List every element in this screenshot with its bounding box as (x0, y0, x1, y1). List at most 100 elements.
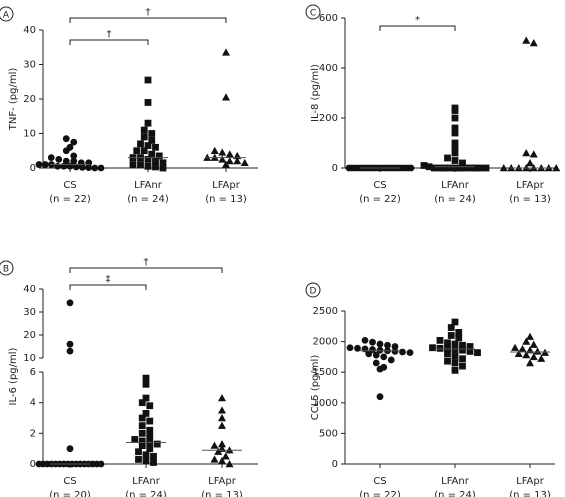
x-tick-label: LFApr (516, 476, 545, 487)
data-point (376, 346, 384, 354)
x-tick-label: CS (373, 180, 386, 191)
data-point (456, 164, 464, 172)
data-point (451, 352, 459, 360)
data-point (218, 421, 226, 429)
data-point (451, 139, 459, 147)
significance-label: † (144, 257, 149, 268)
x-tick-label: LFAnr (132, 476, 161, 487)
data-point (218, 456, 226, 465)
data-point (85, 164, 92, 172)
data-point (425, 163, 433, 171)
data-point (135, 448, 142, 456)
data-point (79, 163, 86, 171)
data-point (446, 164, 454, 172)
data-point (451, 164, 459, 172)
data-point (146, 433, 154, 440)
data-point (214, 447, 223, 455)
x-tick-label: CS (373, 476, 386, 487)
data-point (514, 349, 523, 358)
data-point (526, 359, 534, 367)
y-tick-label: 0 (332, 163, 338, 174)
x-tick-note: (n = 20) (49, 490, 91, 497)
significance-bracket (69, 267, 223, 273)
x-tick-label: LFApr (516, 180, 545, 191)
y-tick-label: 40 (23, 25, 36, 36)
data-point (444, 154, 451, 162)
data-point (451, 346, 459, 353)
data-point (387, 356, 395, 364)
data-point (62, 147, 70, 155)
data-point (376, 340, 384, 348)
data-point (529, 150, 538, 158)
panel-letter: A (3, 11, 10, 21)
y-tick-label: 20 (23, 330, 36, 341)
data-point (142, 380, 150, 388)
data-point (133, 147, 141, 155)
data-point (140, 147, 148, 155)
data-point (144, 119, 152, 127)
x-tick-label: LFApr (208, 476, 237, 487)
data-point (526, 159, 534, 167)
data-point (148, 137, 156, 144)
data-point (159, 159, 167, 167)
data-point (218, 155, 227, 163)
data-point (474, 349, 481, 357)
data-point (138, 414, 146, 422)
y-tick-label: 30 (23, 307, 36, 318)
y-axis-title: IL-6 (pg/ml) (8, 347, 19, 405)
panel-letter-circle (0, 6, 14, 22)
data-point (459, 362, 466, 370)
data-point (60, 162, 68, 170)
panel-letter: B (3, 265, 9, 275)
y-tick-label: 6 (30, 367, 36, 378)
data-point (376, 365, 384, 373)
data-point (451, 359, 459, 367)
data-point (159, 164, 167, 172)
data-point (472, 164, 480, 172)
data-point (47, 154, 55, 162)
data-point (144, 155, 152, 163)
data-point (365, 350, 373, 358)
panel-letter: D (310, 287, 317, 297)
data-point (233, 157, 242, 165)
data-point (455, 334, 463, 342)
data-point (146, 417, 154, 425)
data-point (66, 299, 74, 307)
data-point (225, 460, 234, 468)
data-point (552, 164, 561, 172)
data-point (148, 150, 156, 158)
data-point (144, 162, 152, 170)
data-point (222, 93, 230, 101)
data-point (376, 393, 384, 401)
data-point (451, 340, 459, 348)
significance-bracket (69, 284, 147, 290)
y-tick-label: 1000 (313, 398, 338, 409)
data-point (150, 459, 157, 466)
significance-bracket (379, 25, 456, 31)
data-point (150, 452, 157, 460)
data-point (346, 344, 354, 352)
data-point (144, 99, 152, 106)
data-point (420, 162, 428, 169)
data-point (146, 426, 154, 434)
data-point (361, 336, 369, 344)
data-point (451, 114, 459, 122)
data-point (240, 158, 249, 167)
y-tick-label: 30 (23, 60, 36, 71)
data-point (466, 343, 474, 350)
data-point (218, 406, 226, 414)
data-point (429, 344, 436, 352)
data-point (138, 422, 146, 430)
data-point (97, 164, 105, 172)
data-point (210, 455, 219, 463)
data-point (97, 460, 105, 468)
y-tick-label: 0 (30, 459, 36, 470)
data-point (66, 347, 74, 355)
significance-label: † (146, 7, 151, 18)
data-point (526, 332, 534, 340)
y-axis-title: IL-8 (pg/ml) (310, 64, 321, 122)
data-point (406, 349, 414, 357)
data-point (142, 457, 150, 465)
data-point (441, 164, 449, 172)
data-point (451, 144, 459, 152)
